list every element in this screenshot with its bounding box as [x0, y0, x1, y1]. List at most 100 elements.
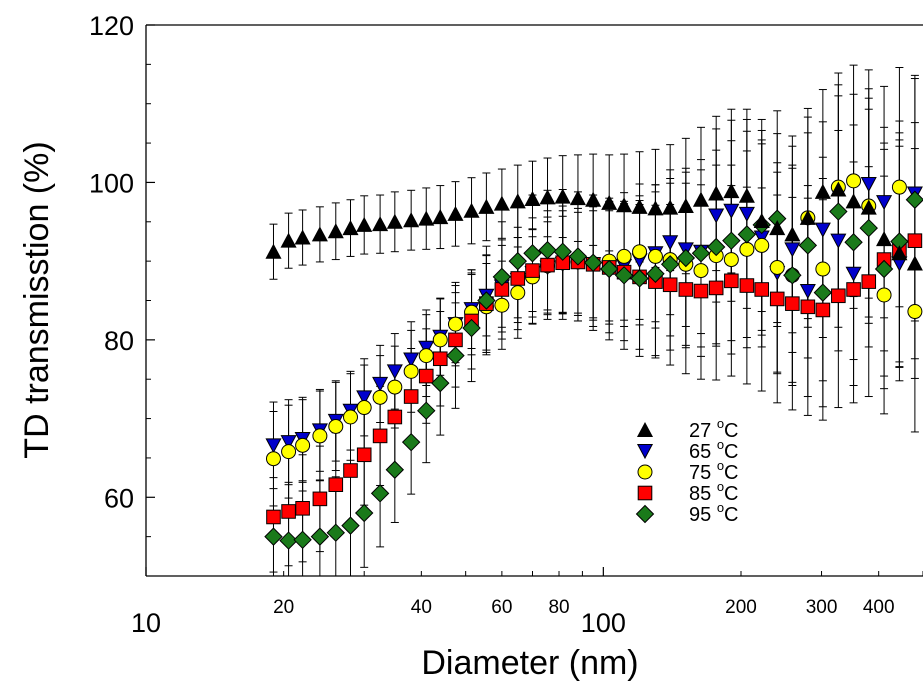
data-point: [907, 233, 923, 248]
data-point: [799, 284, 816, 300]
data-point: [432, 209, 449, 225]
data-point: [630, 269, 649, 288]
data-point: [783, 266, 802, 285]
data-point: [723, 252, 739, 268]
data-point: [356, 216, 373, 232]
data-point: [583, 253, 603, 272]
data-point: [753, 212, 770, 228]
data-point: [722, 231, 741, 250]
data-point: [905, 190, 923, 209]
data-point: [342, 220, 359, 236]
legend-degree: o: [717, 416, 724, 431]
data-point: [647, 200, 664, 216]
data-point: [294, 229, 311, 245]
data-point: [264, 527, 283, 546]
legend-entry: 65 oC: [636, 437, 739, 463]
data-point: [677, 197, 694, 214]
data-point: [447, 316, 463, 332]
legend-degree: o: [717, 479, 724, 494]
data-point: [846, 282, 861, 297]
x-axis-title: Diameter (nm): [421, 644, 638, 682]
data-point: [769, 220, 786, 236]
data-point: [616, 197, 633, 213]
x-tick-label: 300: [806, 597, 838, 618]
data-points-layer: [264, 173, 923, 550]
legend-marker: [637, 464, 653, 480]
data-point: [662, 277, 678, 293]
data-point: [403, 389, 419, 404]
legend-degree: o: [717, 458, 724, 473]
data-point: [370, 484, 390, 503]
data-point: [431, 373, 450, 393]
data-point: [510, 271, 526, 286]
data-point: [569, 190, 586, 206]
data-point: [647, 248, 663, 264]
data-point: [723, 203, 740, 219]
data-point: [343, 463, 358, 478]
data-point: [813, 283, 833, 302]
data-point: [830, 233, 847, 249]
data-point: [372, 389, 388, 405]
legend-label: 27 oC: [689, 416, 739, 442]
x-tick-label: 20: [273, 597, 294, 618]
data-point: [432, 351, 448, 367]
data-point: [739, 278, 755, 293]
data-point: [874, 259, 894, 279]
data-point: [432, 332, 448, 348]
data-point: [281, 444, 297, 460]
data-point: [343, 409, 359, 425]
data-point: [814, 222, 831, 238]
x-tick-label: 200: [725, 597, 757, 618]
data-point: [385, 460, 405, 479]
data-point: [311, 226, 328, 242]
data-point: [462, 318, 481, 338]
data-point: [293, 530, 312, 549]
data-point: [463, 202, 480, 218]
x-tick-label: 80: [548, 597, 569, 618]
data-point: [815, 302, 831, 318]
data-point: [341, 516, 360, 535]
x-tick-label: 60: [491, 597, 512, 618]
data-point: [386, 213, 403, 229]
data-point: [403, 363, 419, 379]
data-point: [509, 193, 526, 209]
data-point: [585, 191, 602, 207]
data-point: [876, 287, 892, 303]
data-point: [328, 477, 344, 492]
data-point: [660, 255, 680, 274]
data-point: [691, 244, 711, 263]
data-point: [614, 266, 634, 285]
data-point: [356, 400, 372, 416]
data-point: [906, 255, 923, 271]
data-point: [891, 245, 908, 261]
y-tick-label: 120: [89, 11, 134, 41]
legend-marker: [635, 504, 655, 524]
data-point: [553, 242, 572, 261]
data-point: [540, 257, 555, 273]
legend-unit: C: [724, 504, 738, 526]
data-point: [646, 264, 665, 283]
data-point: [738, 187, 755, 203]
data-point: [860, 177, 877, 193]
legend-label: 75 oC: [689, 458, 739, 484]
data-point: [280, 435, 297, 451]
y-tick-label: 60: [104, 483, 134, 513]
data-point: [386, 364, 403, 380]
data-point: [568, 247, 588, 266]
data-point: [418, 340, 435, 356]
data-point: [387, 409, 403, 425]
legend-unit: C: [724, 483, 738, 505]
data-point: [401, 432, 421, 452]
data-point: [554, 188, 571, 204]
data-point: [876, 231, 893, 247]
axes-layer: 60 80 100 120 10 100 20 40 60 80 200 300 400: [89, 11, 923, 638]
data-point: [403, 212, 420, 228]
data-point: [785, 296, 800, 311]
data-point: [769, 259, 785, 275]
x-tick-label: 100: [581, 608, 626, 638]
x-tick-label: 400: [863, 597, 895, 618]
data-point: [478, 198, 495, 214]
data-point: [829, 202, 848, 221]
data-point: [708, 280, 724, 296]
data-point: [448, 332, 463, 348]
